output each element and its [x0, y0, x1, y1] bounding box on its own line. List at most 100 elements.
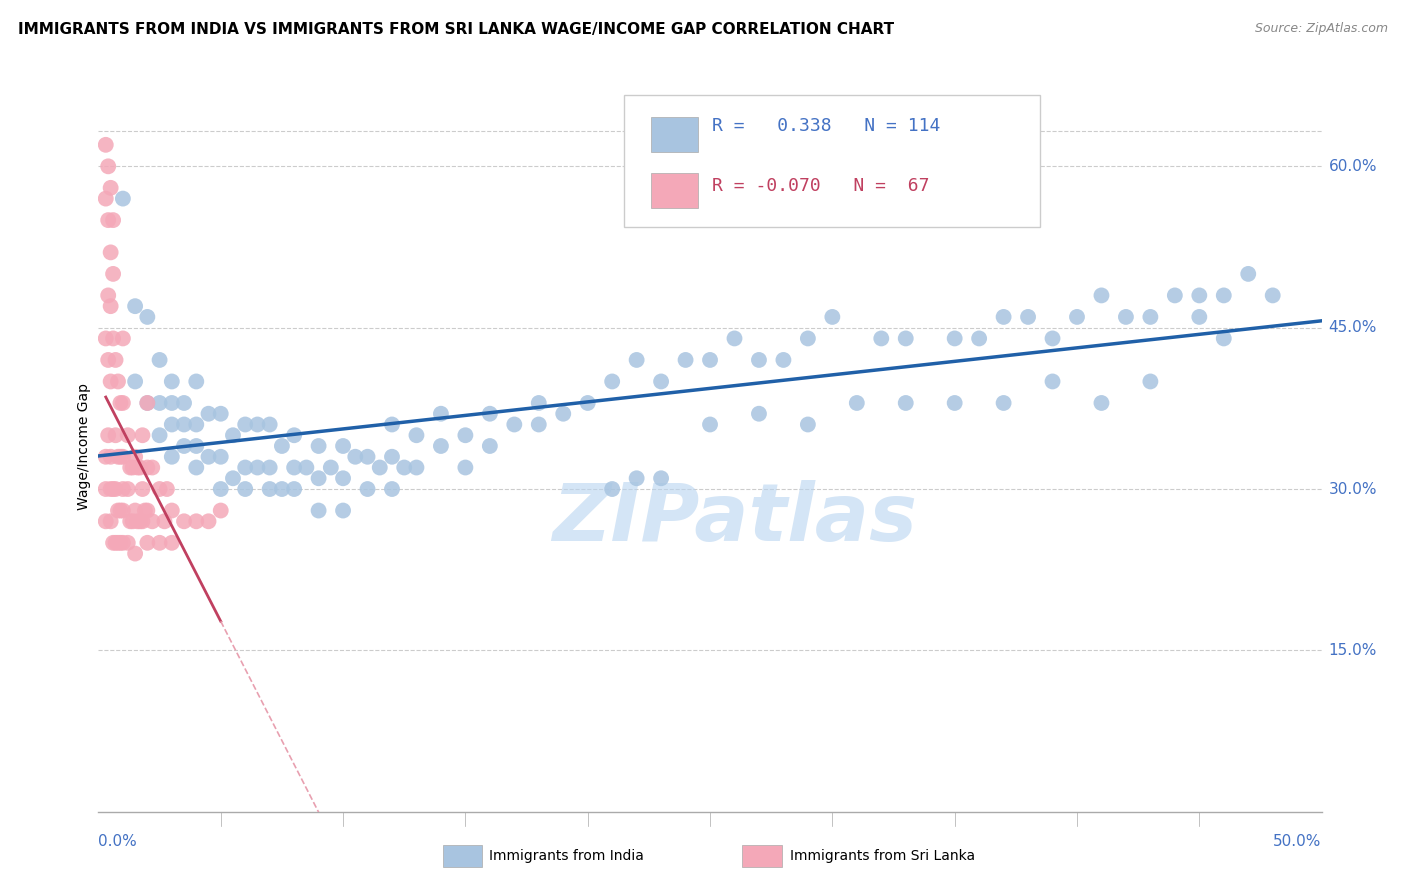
- Point: [160, 396, 183, 410]
- Point: [124, 450, 146, 464]
- Point: [100, 299, 122, 313]
- Point: [111, 396, 134, 410]
- Point: [100, 375, 122, 389]
- Point: [209, 407, 232, 421]
- Point: [553, 407, 575, 421]
- Point: [134, 503, 156, 517]
- Point: [332, 503, 354, 517]
- Point: [478, 407, 501, 421]
- Point: [600, 375, 623, 389]
- Point: [368, 460, 391, 475]
- Point: [173, 396, 195, 410]
- Point: [1212, 288, 1234, 302]
- Point: [295, 460, 318, 475]
- Point: [104, 428, 127, 442]
- Point: [381, 450, 404, 464]
- Point: [131, 514, 153, 528]
- Point: [943, 396, 966, 410]
- Point: [222, 428, 245, 442]
- Point: [120, 514, 142, 528]
- Text: 15.0%: 15.0%: [1329, 643, 1376, 658]
- Point: [626, 471, 648, 485]
- Point: [186, 417, 208, 432]
- Point: [993, 396, 1015, 410]
- Point: [107, 375, 129, 389]
- Point: [101, 482, 124, 496]
- Point: [197, 514, 219, 528]
- Point: [1212, 331, 1234, 345]
- Point: [381, 417, 404, 432]
- Point: [127, 514, 149, 528]
- Point: [270, 439, 294, 453]
- Point: [943, 331, 966, 345]
- Point: [97, 353, 120, 368]
- Point: [392, 460, 416, 475]
- Point: [141, 460, 163, 475]
- Point: [97, 288, 120, 302]
- Point: [111, 192, 134, 206]
- Point: [894, 331, 917, 345]
- Point: [186, 460, 208, 475]
- Point: [124, 299, 146, 313]
- Point: [319, 460, 342, 475]
- Point: [149, 482, 172, 496]
- Text: Immigrants from Sri Lanka: Immigrants from Sri Lanka: [790, 849, 976, 863]
- Point: [1139, 375, 1161, 389]
- Point: [332, 439, 354, 453]
- Point: [104, 482, 127, 496]
- Y-axis label: Wage/Income Gap: Wage/Income Gap: [77, 383, 91, 509]
- Point: [117, 482, 139, 496]
- Point: [136, 396, 159, 410]
- Point: [748, 407, 770, 421]
- Point: [1115, 310, 1137, 324]
- Point: [478, 439, 501, 453]
- Point: [136, 536, 159, 550]
- Point: [173, 514, 195, 528]
- Point: [1188, 288, 1211, 302]
- FancyBboxPatch shape: [624, 95, 1040, 227]
- Point: [845, 396, 868, 410]
- Point: [259, 482, 281, 496]
- Point: [107, 536, 129, 550]
- Point: [1090, 288, 1112, 302]
- Point: [111, 482, 134, 496]
- Point: [270, 482, 294, 496]
- Point: [1090, 396, 1112, 410]
- Point: [110, 503, 132, 517]
- Point: [149, 536, 172, 550]
- Text: 0.0%: 0.0%: [98, 834, 138, 849]
- Point: [131, 428, 153, 442]
- Point: [101, 213, 124, 227]
- Point: [222, 471, 245, 485]
- Point: [136, 460, 159, 475]
- Point: [94, 192, 117, 206]
- Point: [129, 514, 152, 528]
- Point: [527, 396, 550, 410]
- Point: [111, 503, 134, 517]
- Point: [94, 331, 117, 345]
- Point: [1066, 310, 1088, 324]
- Point: [111, 536, 134, 550]
- Point: [121, 514, 143, 528]
- Point: [186, 439, 208, 453]
- Point: [124, 375, 146, 389]
- Point: [993, 310, 1015, 324]
- Point: [149, 353, 172, 368]
- Point: [233, 417, 256, 432]
- Point: [197, 407, 219, 421]
- Point: [209, 450, 232, 464]
- Text: R =   0.338   N = 114: R = 0.338 N = 114: [713, 117, 941, 135]
- Point: [97, 428, 120, 442]
- Point: [209, 503, 232, 517]
- Point: [111, 331, 134, 345]
- Point: [129, 460, 152, 475]
- Point: [233, 460, 256, 475]
- Point: [699, 417, 721, 432]
- Point: [110, 450, 132, 464]
- Point: [405, 428, 427, 442]
- Point: [454, 460, 477, 475]
- Point: [110, 536, 132, 550]
- Text: 50.0%: 50.0%: [1274, 834, 1322, 849]
- Point: [197, 450, 219, 464]
- Point: [308, 439, 330, 453]
